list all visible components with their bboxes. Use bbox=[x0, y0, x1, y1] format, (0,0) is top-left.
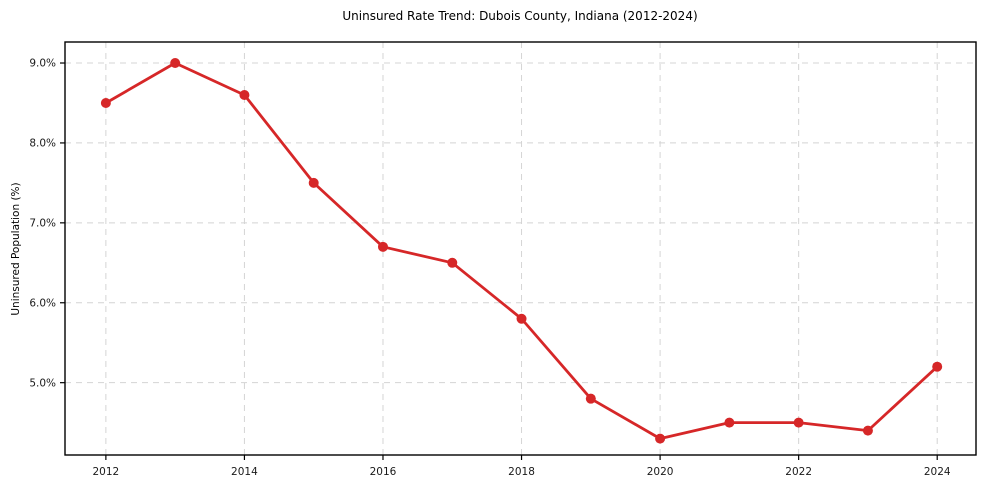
data-point-marker bbox=[377, 241, 388, 252]
data-point-marker bbox=[516, 313, 527, 324]
x-tick-label: 2018 bbox=[508, 466, 535, 478]
chart-title: Uninsured Rate Trend: Dubois County, Ind… bbox=[342, 9, 698, 23]
data-point-marker bbox=[585, 393, 596, 404]
x-tick-label: 2016 bbox=[370, 466, 397, 478]
data-point-marker bbox=[447, 257, 458, 268]
y-tick-label: 8.0% bbox=[29, 138, 56, 150]
data-point-marker bbox=[724, 417, 735, 428]
data-point-marker bbox=[239, 89, 250, 100]
y-tick-label: 5.0% bbox=[29, 377, 56, 389]
y-tick-label: 7.0% bbox=[29, 218, 56, 230]
data-point-marker bbox=[170, 58, 181, 69]
plot-border bbox=[64, 41, 977, 456]
x-tick-label: 2024 bbox=[924, 466, 951, 478]
y-tick-label: 6.0% bbox=[29, 297, 56, 309]
data-point-marker bbox=[655, 433, 666, 444]
x-tick-label: 2022 bbox=[785, 466, 812, 478]
data-point-marker bbox=[793, 417, 804, 428]
data-point-marker bbox=[308, 177, 319, 188]
x-tick-label: 2014 bbox=[231, 466, 258, 478]
data-point-marker bbox=[932, 361, 943, 372]
x-tick-label: 2012 bbox=[93, 466, 120, 478]
data-point-marker bbox=[862, 425, 873, 436]
x-tick-label: 2020 bbox=[647, 466, 674, 478]
data-point-marker bbox=[100, 97, 111, 108]
y-tick-label: 9.0% bbox=[29, 58, 56, 70]
